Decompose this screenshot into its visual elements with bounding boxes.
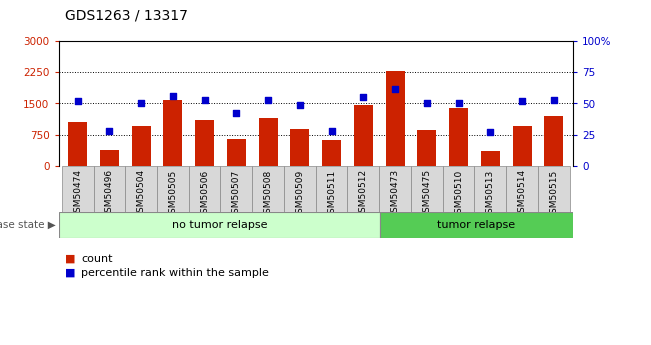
Text: no tumor relapse: no tumor relapse [172,220,267,230]
Bar [62,166,94,212]
Bar [227,139,246,166]
Bar [506,166,538,212]
Point [517,98,527,104]
Bar [132,126,150,166]
Bar [449,108,468,166]
Bar [157,166,189,212]
Text: GSM50475: GSM50475 [422,169,432,218]
Text: GSM50496: GSM50496 [105,169,114,218]
Text: GSM50474: GSM50474 [73,169,82,218]
Point [104,128,115,134]
Bar [100,150,119,166]
Bar [125,166,157,212]
Text: percentile rank within the sample: percentile rank within the sample [81,268,270,277]
Bar [316,166,348,212]
Text: ■: ■ [65,254,79,264]
Text: GSM50512: GSM50512 [359,169,368,218]
Text: tumor relapse: tumor relapse [437,220,516,230]
Text: disease state ▶: disease state ▶ [0,220,55,230]
Bar [59,212,380,238]
Text: GSM50511: GSM50511 [327,169,336,219]
Point [453,101,464,106]
Point [168,93,178,99]
Bar [94,166,125,212]
Bar [252,166,284,212]
Text: GSM50515: GSM50515 [549,169,559,219]
Bar [258,118,277,166]
Bar [512,126,532,166]
Point [199,97,210,102]
Bar [322,140,341,166]
Point [263,97,273,102]
Bar [284,166,316,212]
Text: GDS1263 / 13317: GDS1263 / 13317 [65,8,188,22]
Bar [544,116,563,166]
Bar [189,166,221,212]
Text: count: count [81,254,113,264]
Point [422,101,432,106]
Bar [221,166,252,212]
Point [326,128,337,134]
Text: GSM50506: GSM50506 [200,169,209,219]
Text: GSM50510: GSM50510 [454,169,463,219]
Bar [481,151,500,166]
Bar [443,166,475,212]
Bar [417,130,436,166]
Bar [538,166,570,212]
Text: GSM50514: GSM50514 [518,169,527,218]
Point [549,97,559,102]
Point [136,101,146,106]
Point [295,102,305,108]
Bar [380,212,573,238]
Text: GSM50473: GSM50473 [391,169,400,218]
Bar [411,166,443,212]
Text: GSM50507: GSM50507 [232,169,241,219]
Text: GSM50505: GSM50505 [169,169,177,219]
Bar [348,166,380,212]
Point [390,86,400,91]
Text: GSM50513: GSM50513 [486,169,495,219]
Bar [68,122,87,166]
Text: ■: ■ [65,268,79,277]
Bar [354,105,373,166]
Point [485,129,495,135]
Bar [290,129,309,166]
Text: GSM50504: GSM50504 [137,169,146,218]
Bar [385,71,405,166]
Bar [163,100,182,166]
Text: GSM50508: GSM50508 [264,169,273,219]
Point [231,111,242,116]
Point [72,98,83,104]
Bar [380,166,411,212]
Point [358,95,368,100]
Bar [475,166,506,212]
Text: GSM50509: GSM50509 [296,169,305,219]
Bar [195,120,214,166]
